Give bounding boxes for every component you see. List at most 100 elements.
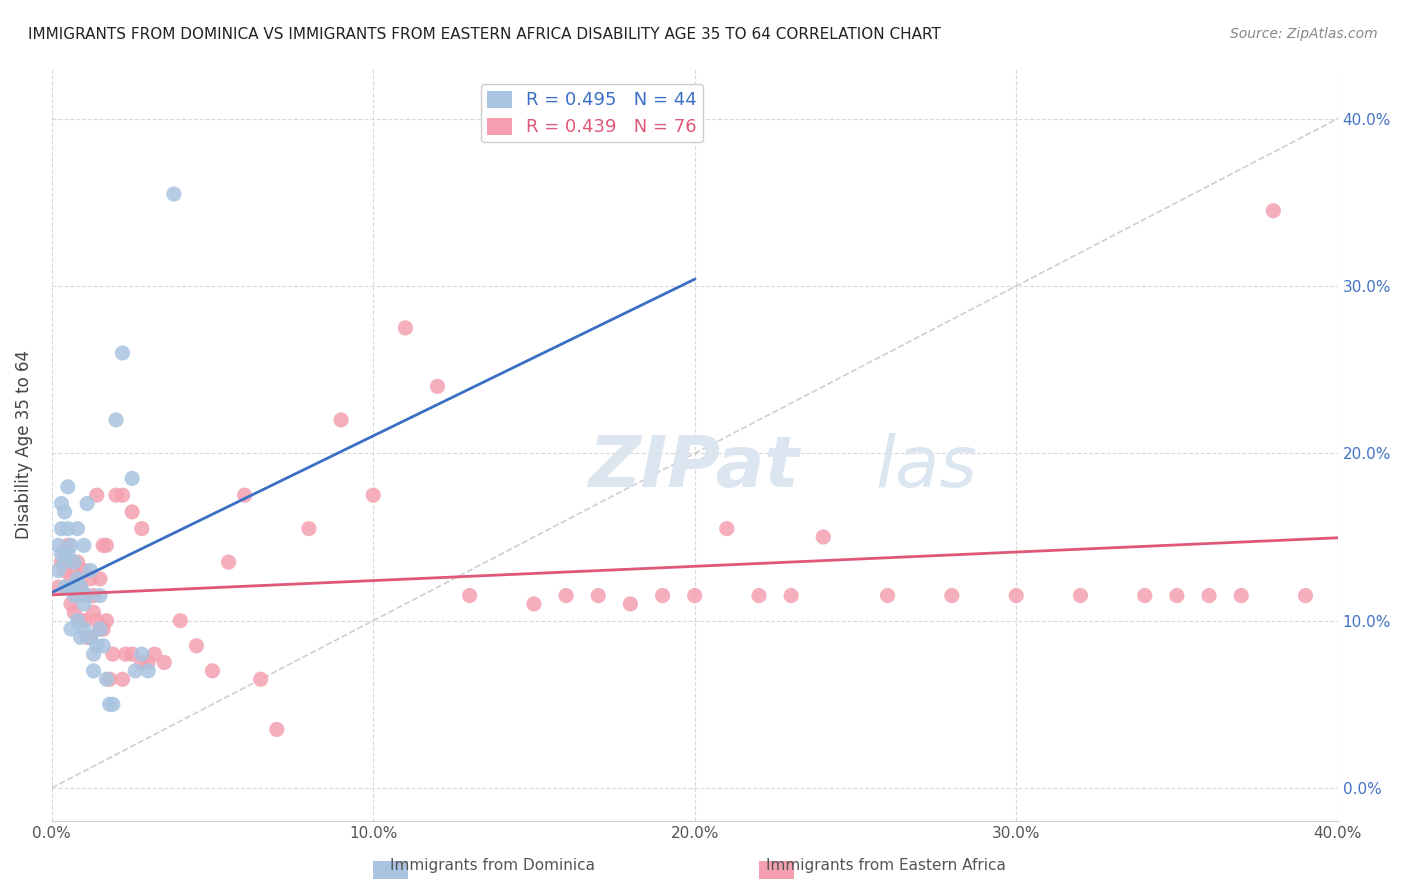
Point: [201, 664, 224, 678]
Point: [79, 631, 101, 645]
Point: [60, 538, 83, 552]
Point: [98, 672, 121, 686]
Point: [83, 664, 105, 678]
Point: [60, 597, 83, 611]
Point: [69, 580, 91, 594]
Point: [1005, 589, 1028, 603]
Point: [233, 488, 256, 502]
Text: las: las: [875, 434, 977, 502]
Point: [96, 672, 118, 686]
Point: [73, 538, 96, 552]
Point: [56, 522, 79, 536]
Point: [91, 622, 114, 636]
Point: [1069, 589, 1091, 603]
Point: [89, 572, 111, 586]
Point: [63, 564, 86, 578]
Point: [121, 505, 143, 519]
Point: [780, 589, 803, 603]
Text: IMMIGRANTS FROM DOMINICA VS IMMIGRANTS FROM EASTERN AFRICA DISABILITY AGE 35 TO : IMMIGRANTS FROM DOMINICA VS IMMIGRANTS F…: [28, 27, 941, 42]
Point: [69, 631, 91, 645]
Point: [51, 555, 73, 569]
Point: [121, 471, 143, 485]
Point: [218, 555, 240, 569]
Point: [66, 589, 89, 603]
Point: [1166, 589, 1188, 603]
Point: [143, 647, 166, 661]
Point: [56, 480, 79, 494]
Point: [163, 186, 186, 201]
Point: [105, 413, 128, 427]
Point: [51, 522, 73, 536]
Text: ZIPat: ZIPat: [589, 434, 800, 502]
Point: [876, 589, 898, 603]
Point: [813, 530, 835, 544]
Point: [53, 580, 76, 594]
Point: [523, 597, 546, 611]
Point: [60, 572, 83, 586]
Point: [619, 597, 641, 611]
Text: Immigrants from Dominica: Immigrants from Dominica: [389, 858, 595, 872]
Point: [586, 589, 609, 603]
Point: [83, 589, 105, 603]
Point: [86, 639, 108, 653]
Point: [111, 488, 134, 502]
Point: [136, 656, 159, 670]
Point: [131, 522, 153, 536]
Point: [1198, 589, 1220, 603]
Point: [66, 555, 89, 569]
Point: [46, 580, 69, 594]
Point: [86, 488, 108, 502]
Point: [1295, 589, 1317, 603]
Point: [56, 538, 79, 552]
Point: [941, 589, 963, 603]
Point: [89, 622, 111, 636]
Point: [1230, 589, 1253, 603]
Point: [1263, 203, 1285, 218]
Point: [60, 622, 83, 636]
Point: [91, 538, 114, 552]
Legend: R = 0.495   N = 44, R = 0.439   N = 76: R = 0.495 N = 44, R = 0.439 N = 76: [481, 85, 703, 143]
Point: [101, 647, 124, 661]
Point: [73, 597, 96, 611]
Text: Immigrants from Eastern Africa: Immigrants from Eastern Africa: [766, 858, 1005, 872]
Point: [91, 639, 114, 653]
Point: [114, 647, 136, 661]
Point: [101, 698, 124, 712]
Point: [186, 639, 208, 653]
Point: [63, 589, 86, 603]
Point: [46, 538, 69, 552]
Point: [131, 647, 153, 661]
Point: [86, 614, 108, 628]
Point: [53, 555, 76, 569]
Point: [96, 538, 118, 552]
Point: [124, 664, 146, 678]
Point: [394, 321, 416, 335]
Point: [76, 589, 98, 603]
Point: [131, 656, 153, 670]
Point: [111, 672, 134, 686]
Point: [105, 488, 128, 502]
Point: [79, 631, 101, 645]
Point: [53, 547, 76, 561]
Point: [46, 564, 69, 578]
Point: [66, 614, 89, 628]
Point: [249, 672, 271, 686]
Point: [96, 614, 118, 628]
Point: [63, 555, 86, 569]
Point: [83, 647, 105, 661]
Point: [56, 580, 79, 594]
Point: [69, 614, 91, 628]
Point: [51, 547, 73, 561]
Point: [298, 522, 321, 536]
Point: [458, 589, 481, 603]
Point: [69, 580, 91, 594]
Point: [73, 614, 96, 628]
Point: [330, 413, 353, 427]
Point: [1133, 589, 1156, 603]
Point: [51, 497, 73, 511]
Point: [56, 547, 79, 561]
Point: [555, 589, 578, 603]
Point: [53, 505, 76, 519]
Point: [121, 647, 143, 661]
Point: [53, 564, 76, 578]
